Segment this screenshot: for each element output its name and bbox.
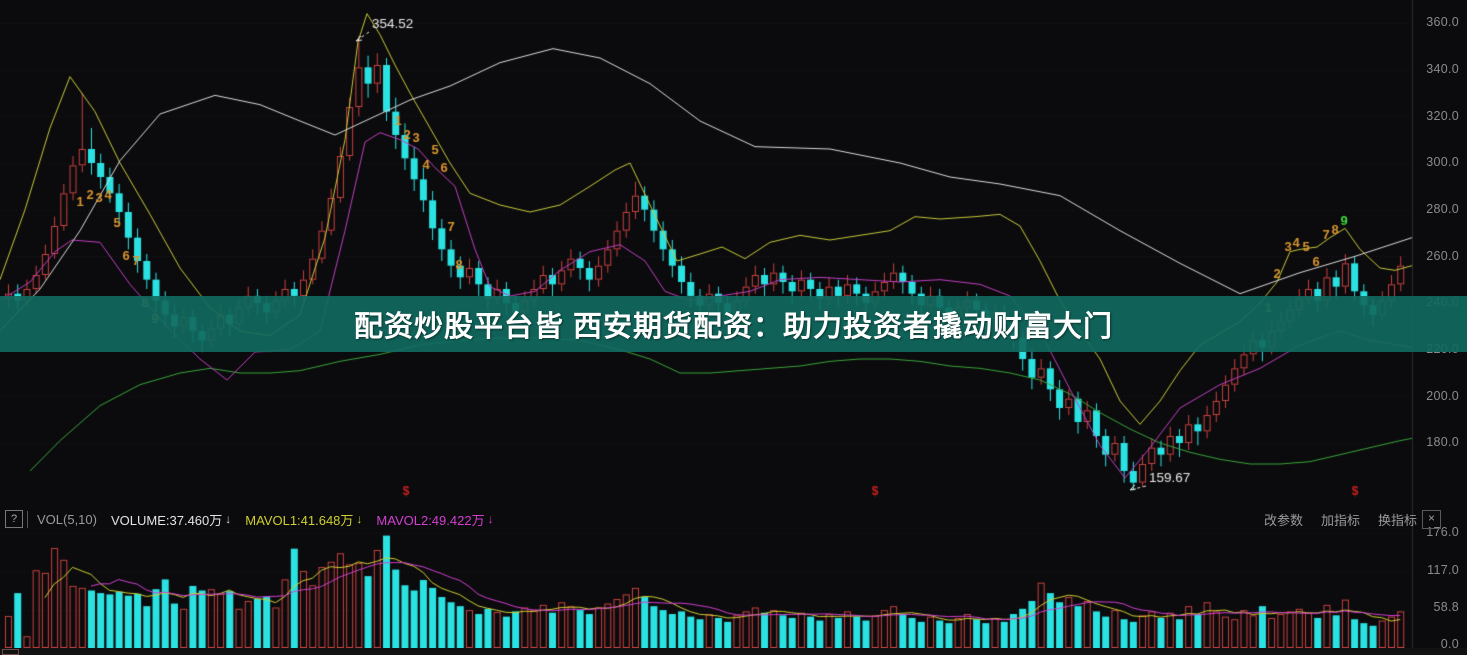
volume-indicator-bar: ? VOL(5,10) VOLUME:37.460万 ↓ MAVOL1:41.6…	[0, 507, 1467, 531]
price-tick: 260.0	[1426, 249, 1459, 263]
price-tick: 360.0	[1426, 15, 1459, 29]
down-arrow-icon: ↓	[225, 512, 232, 526]
volume-tick: 58.8	[1433, 600, 1459, 614]
price-tick: 320.0	[1426, 109, 1459, 123]
close-icon[interactable]: ×	[1422, 510, 1441, 529]
ad-banner: 配资炒股平台皆 西安期货配资：助力投资者撬动财富大门	[0, 296, 1467, 352]
indicator-actions: 改参数 加指标 换指标	[1264, 507, 1417, 531]
axis-mini-box	[2, 649, 19, 655]
down-arrow-icon: ↓	[356, 512, 363, 526]
price-tick: 200.0	[1426, 389, 1459, 403]
switch-indicator-button[interactable]: 换指标	[1377, 512, 1417, 528]
price-tick: 180.0	[1426, 435, 1459, 449]
edit-params-button[interactable]: 改参数	[1263, 512, 1303, 528]
mavol1-value: MAVOL1:41.648万	[245, 512, 354, 528]
volume-tick: 117.0	[1427, 563, 1459, 577]
divider	[27, 510, 28, 528]
volume-tick: 0.0	[1440, 637, 1459, 651]
indicator-name[interactable]: VOL(5,10)	[37, 511, 97, 527]
down-arrow-icon: ↓	[487, 512, 494, 526]
price-tick: 340.0	[1426, 62, 1459, 76]
add-indicator-button[interactable]: 加指标	[1320, 512, 1360, 528]
mavol2-value: MAVOL2:49.422万	[376, 512, 485, 528]
time-axis-strip	[0, 648, 1467, 655]
help-icon[interactable]: ?	[5, 510, 23, 528]
volume-value: VOLUME:37.460万	[110, 512, 223, 528]
price-tick: 300.0	[1426, 155, 1459, 169]
ad-banner-text: 配资炒股平台皆 西安期货配资：助力投资者撬动财富大门	[353, 311, 1114, 343]
price-tick: 280.0	[1426, 202, 1459, 216]
